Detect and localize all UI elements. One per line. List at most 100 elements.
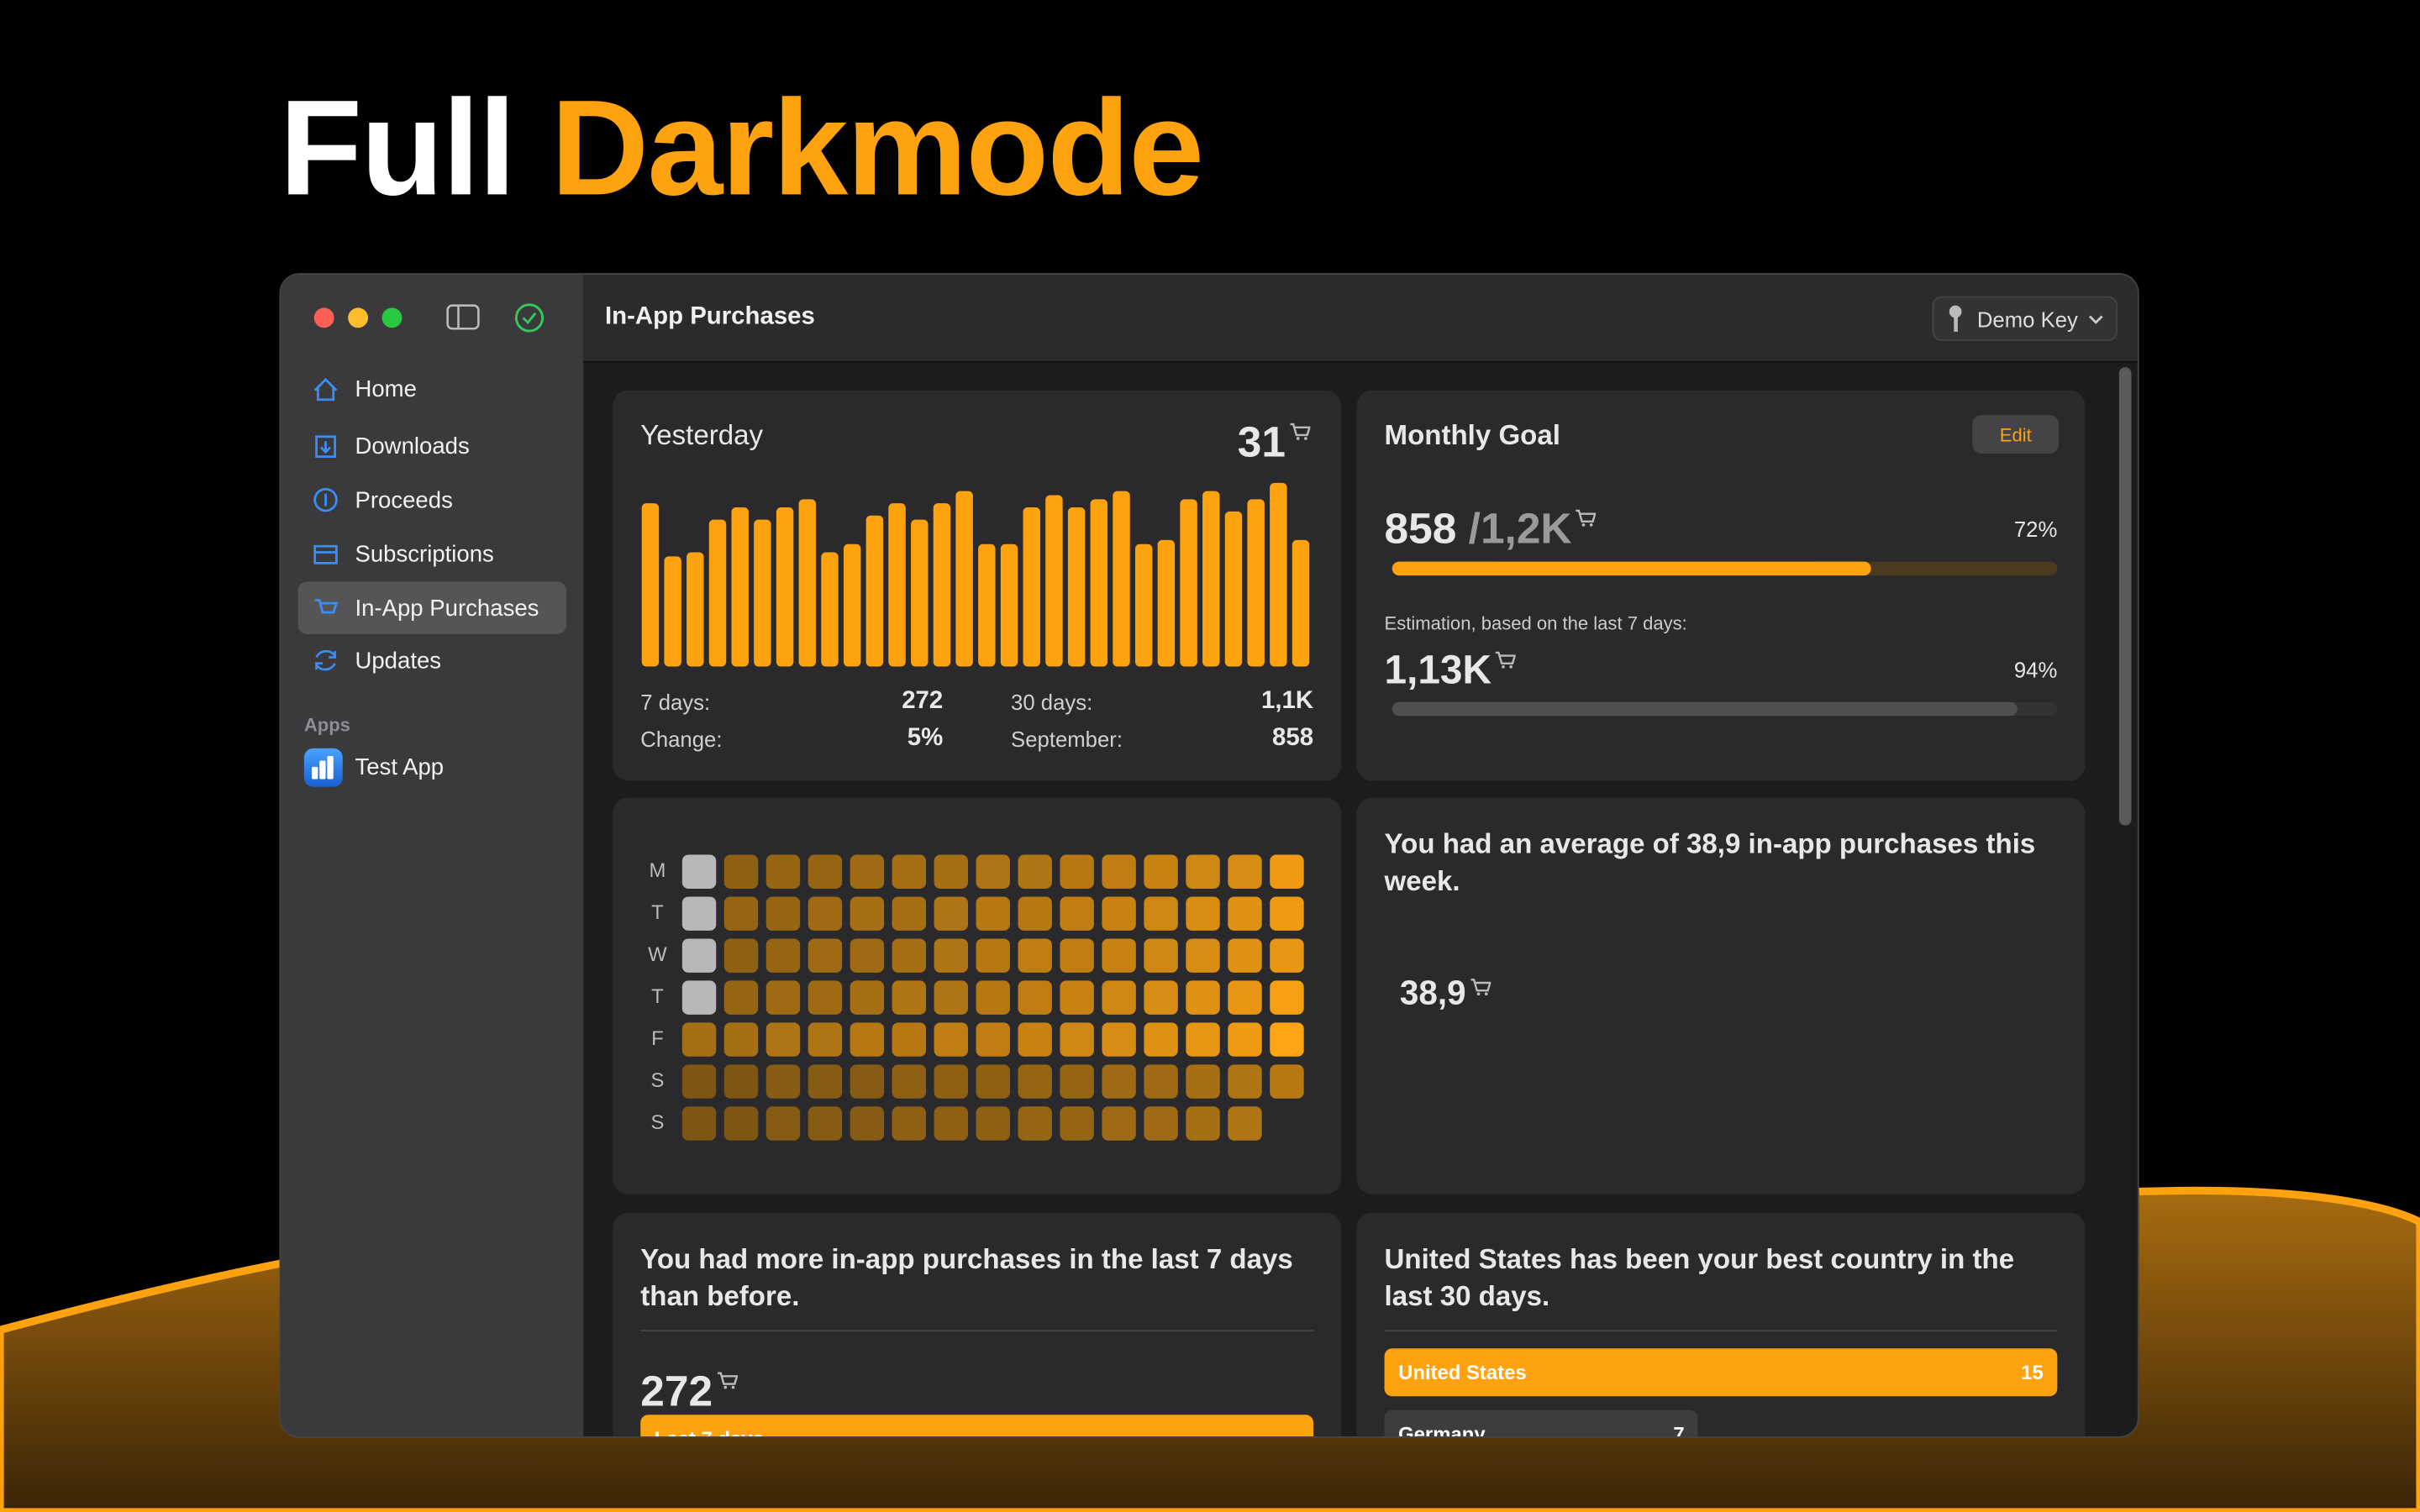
stat-value: 1,1K bbox=[1260, 688, 1314, 715]
heat-cell bbox=[934, 896, 969, 931]
app-icon bbox=[303, 748, 343, 787]
bar bbox=[1157, 539, 1176, 667]
card-title: United States has been your best country… bbox=[1384, 1243, 2015, 1312]
heat-cell bbox=[808, 1106, 843, 1141]
app-label[interactable]: Test App bbox=[355, 754, 445, 781]
stat-label: 7 days: bbox=[640, 690, 711, 715]
heat-cell bbox=[892, 938, 927, 973]
heat-cell bbox=[976, 938, 1010, 973]
heat-cell bbox=[1102, 896, 1136, 931]
heat-cell bbox=[1270, 1022, 1304, 1057]
heat-cell bbox=[1228, 896, 1262, 931]
heat-cell bbox=[765, 1106, 801, 1141]
estimation-value: 1,13K bbox=[1384, 646, 1518, 693]
sidebar-item[interactable]: Subscriptions bbox=[297, 528, 566, 580]
heat-cell bbox=[808, 1022, 843, 1057]
bar bbox=[687, 552, 704, 667]
heat-cell bbox=[723, 980, 759, 1015]
zoom-button[interactable] bbox=[381, 307, 402, 328]
heat-cell bbox=[934, 854, 969, 889]
edit-button[interactable]: Edit bbox=[1972, 415, 2060, 454]
bar bbox=[821, 552, 839, 667]
headline-plain: Full bbox=[279, 71, 516, 224]
sidebar-item[interactable]: Proceeds bbox=[297, 474, 566, 526]
sidebar-label: Downloads bbox=[355, 433, 470, 460]
sidebar-icon bbox=[313, 544, 338, 564]
sidebar-item[interactable]: Home bbox=[297, 363, 566, 415]
sidebar-item[interactable]: In-App Purchases bbox=[297, 581, 566, 633]
bar bbox=[776, 507, 794, 667]
heat-cell bbox=[934, 938, 969, 973]
heat-cell bbox=[1144, 854, 1178, 889]
heat-cell bbox=[1228, 1106, 1262, 1141]
day-label: F bbox=[651, 1027, 664, 1050]
heat-cell bbox=[765, 854, 801, 889]
close-button[interactable] bbox=[313, 307, 334, 328]
value-text: 1,13K bbox=[1384, 646, 1492, 693]
heat-cell bbox=[1060, 938, 1094, 973]
heat-cell bbox=[681, 1022, 717, 1057]
toolbar: In-App Purchases Demo Key bbox=[583, 274, 2138, 363]
heat-cell bbox=[681, 854, 717, 889]
average-value: 38,9 bbox=[1400, 974, 1491, 1012]
status-check[interactable] bbox=[514, 303, 544, 333]
section-label: Apps bbox=[303, 714, 350, 737]
icon-shape bbox=[314, 599, 339, 614]
card-title: You had more in-app purchases in the las… bbox=[640, 1243, 1293, 1312]
cart-icon bbox=[1491, 647, 1518, 693]
card-title: Yesterday bbox=[640, 419, 764, 451]
scrollbar[interactable] bbox=[2118, 367, 2132, 826]
heat-cell bbox=[1144, 938, 1178, 973]
sidebar-icon bbox=[315, 435, 336, 459]
cart-icon bbox=[1466, 974, 1491, 1012]
heat-cell bbox=[1102, 1106, 1136, 1141]
heat-cell bbox=[808, 1064, 843, 1099]
heat-cell bbox=[850, 980, 885, 1015]
key-button-label: Demo Key bbox=[1976, 307, 2078, 332]
heat-cell bbox=[934, 1022, 969, 1057]
heat-cell bbox=[1060, 980, 1094, 1015]
bar bbox=[933, 503, 951, 667]
goal-percent: 72% bbox=[2013, 517, 2058, 542]
card-title: You had an average of 38,9 in-app purcha… bbox=[1384, 828, 2036, 897]
sidebar-label: Updates bbox=[355, 648, 442, 675]
cart-glyph bbox=[717, 1372, 739, 1389]
bar bbox=[798, 499, 817, 667]
heat-cell bbox=[681, 896, 717, 931]
trend-card: You had more in-app purchases in the las… bbox=[613, 1212, 1342, 1437]
current-value: 858 bbox=[1384, 504, 1457, 553]
bar bbox=[1180, 499, 1197, 667]
app-icon-bar bbox=[312, 766, 318, 780]
country-bar: Germany 7 bbox=[1384, 1410, 1699, 1437]
sidebar-toggle[interactable] bbox=[446, 304, 480, 330]
bar-label: Last 7 days bbox=[655, 1429, 764, 1436]
icon-shape bbox=[313, 377, 338, 402]
card-title: Monthly Goal bbox=[1384, 419, 1560, 451]
divider bbox=[1384, 1330, 2058, 1332]
sidebar-icon bbox=[314, 599, 339, 614]
bar bbox=[708, 519, 727, 667]
minimize-button[interactable] bbox=[348, 307, 369, 328]
sidebar-icon bbox=[313, 377, 338, 402]
sidebar-label: Home bbox=[355, 376, 417, 403]
bar bbox=[1045, 495, 1063, 667]
key-button[interactable]: Demo Key bbox=[1932, 296, 2118, 341]
bar bbox=[1224, 511, 1243, 667]
divider bbox=[640, 1330, 1314, 1332]
window-title: In-App Purchases bbox=[605, 303, 815, 331]
heat-cell bbox=[808, 896, 843, 931]
heat-cell bbox=[1018, 1022, 1052, 1057]
cart-glyph bbox=[1496, 651, 1518, 669]
sidebar-item[interactable]: Downloads bbox=[297, 420, 566, 472]
heat-cell bbox=[1186, 980, 1220, 1015]
heat-cell bbox=[1018, 854, 1052, 889]
estimation-label: Estimation, based on the last 7 days: bbox=[1384, 612, 1687, 634]
bar bbox=[843, 543, 861, 667]
icon-shape bbox=[313, 487, 338, 512]
stat-label: Change: bbox=[640, 727, 723, 752]
sidebar-item[interactable]: Updates bbox=[297, 634, 566, 686]
stat-value: 5% bbox=[907, 725, 944, 752]
